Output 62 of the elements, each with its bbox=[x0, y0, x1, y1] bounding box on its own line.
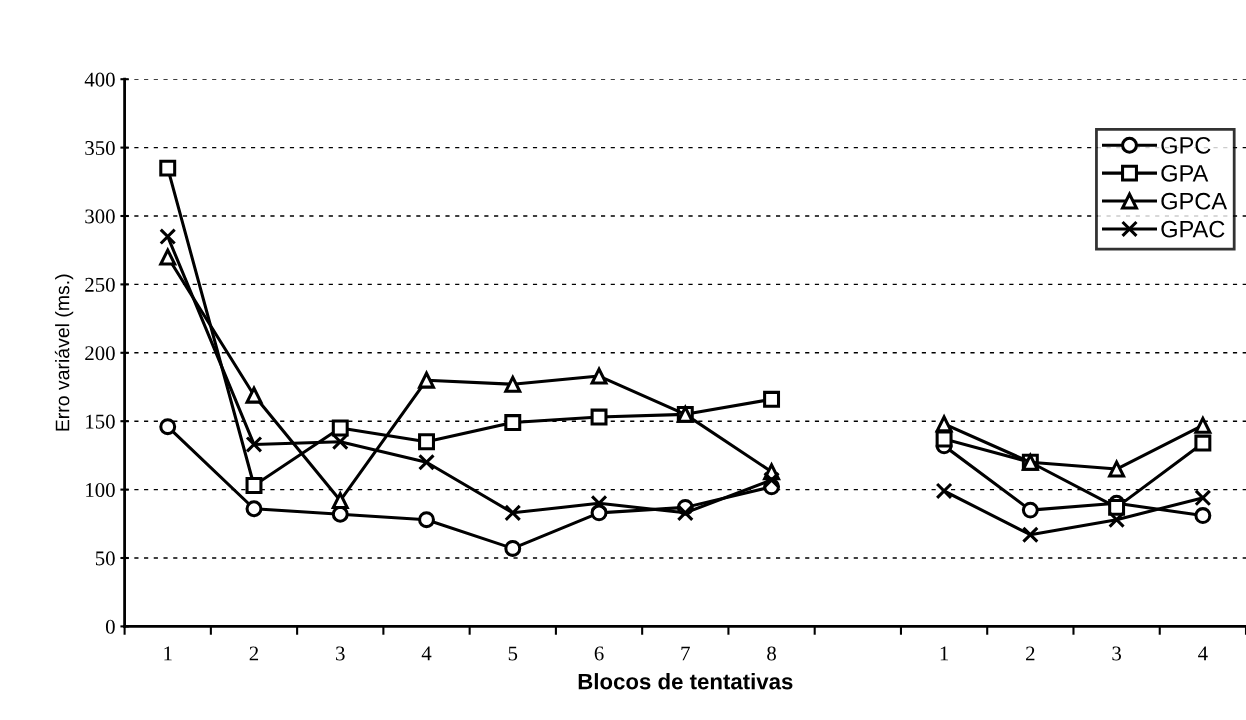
point bbox=[245, 386, 263, 404]
point bbox=[590, 408, 608, 426]
x-tick-label: 1 bbox=[164, 646, 172, 661]
x-tick-label: 3 bbox=[1112, 646, 1121, 661]
y-tick-label: 100 bbox=[86, 482, 115, 498]
point bbox=[418, 433, 435, 451]
y-tick-label: 350 bbox=[85, 140, 115, 156]
point bbox=[245, 477, 263, 494]
y-tick-label: 50 bbox=[95, 551, 115, 566]
point bbox=[245, 500, 263, 518]
legend-label: GPC bbox=[1161, 137, 1211, 154]
y-tick-label: 250 bbox=[85, 277, 115, 292]
x-tick-label: 7 bbox=[681, 646, 690, 661]
x-tick-label: 3 bbox=[336, 646, 345, 661]
point bbox=[935, 482, 953, 500]
y-tick-label: 150 bbox=[86, 414, 115, 429]
x-tick-label: 1 bbox=[940, 646, 949, 661]
point bbox=[158, 246, 177, 266]
point bbox=[590, 494, 608, 512]
y-tick-label: 0 bbox=[105, 619, 115, 634]
y-tick-label: 200 bbox=[85, 346, 115, 361]
point bbox=[1021, 501, 1039, 519]
point bbox=[935, 415, 953, 433]
x-axis-title: Blocos de tentativas bbox=[578, 673, 793, 690]
point bbox=[676, 504, 694, 522]
point bbox=[159, 159, 177, 177]
x-tick-label: 4 bbox=[1198, 646, 1208, 661]
point bbox=[763, 471, 781, 489]
legend-label: GPCA bbox=[1161, 192, 1228, 210]
x-tick-label: 4 bbox=[421, 646, 432, 661]
x-tick-label: 6 bbox=[594, 646, 604, 661]
point bbox=[1194, 416, 1212, 434]
point bbox=[589, 365, 609, 385]
y-tick-label: 300 bbox=[85, 209, 115, 224]
point bbox=[159, 228, 177, 245]
point bbox=[418, 453, 435, 471]
x-tick-label: 2 bbox=[1026, 646, 1035, 661]
point bbox=[418, 511, 435, 529]
point bbox=[159, 418, 177, 436]
point bbox=[763, 390, 781, 408]
point bbox=[331, 419, 349, 437]
point bbox=[1194, 489, 1212, 507]
point bbox=[1194, 507, 1212, 525]
point bbox=[504, 539, 522, 557]
point bbox=[417, 369, 436, 389]
y-axis-title: Erro variável (ms.) bbox=[54, 274, 74, 431]
point bbox=[1194, 434, 1212, 452]
point bbox=[1021, 526, 1039, 544]
point bbox=[935, 430, 953, 448]
x-tick-label: 5 bbox=[508, 646, 518, 661]
legend-label: GPA bbox=[1161, 164, 1209, 182]
point bbox=[504, 375, 522, 393]
point bbox=[1107, 458, 1126, 478]
point bbox=[504, 414, 522, 432]
point bbox=[1108, 511, 1126, 529]
x-tick-label: 8 bbox=[767, 646, 776, 661]
point bbox=[245, 435, 263, 453]
y-tick-label: 400 bbox=[84, 72, 115, 87]
x-tick-label: 2 bbox=[249, 646, 259, 661]
point bbox=[504, 504, 522, 522]
point bbox=[1108, 498, 1126, 516]
legend-label: GPAC bbox=[1161, 220, 1225, 238]
